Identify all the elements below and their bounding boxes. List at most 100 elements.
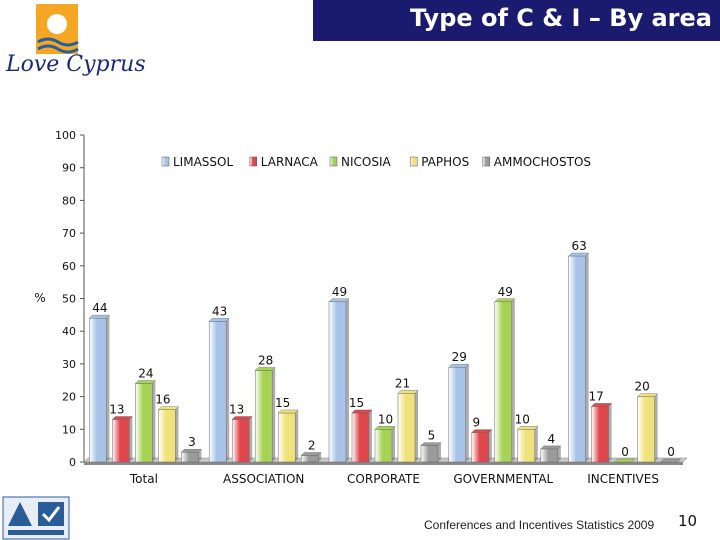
bar-side xyxy=(415,390,418,462)
title-bar: Type of C & I – By area xyxy=(313,0,720,41)
bar xyxy=(374,429,393,463)
data-label: 2 xyxy=(308,438,316,452)
bar xyxy=(397,393,416,463)
page-number: 10 xyxy=(678,512,698,530)
legend-swatch xyxy=(329,156,338,167)
data-label: 5 xyxy=(428,429,436,443)
data-label: 9 xyxy=(472,416,480,430)
bar xyxy=(420,445,439,463)
y-tick-label: 40 xyxy=(62,325,76,338)
y-tick-label: 20 xyxy=(62,391,76,404)
data-label: 44 xyxy=(92,301,107,315)
y-tick-label: 50 xyxy=(62,293,76,306)
data-label: 10 xyxy=(515,412,530,426)
bar-top xyxy=(568,252,590,257)
x-tick-label: ASSOCIATION xyxy=(223,472,304,486)
bar xyxy=(448,366,467,463)
love-cyprus-logo xyxy=(36,4,79,54)
x-axis xyxy=(84,462,683,465)
y-tick-label: 80 xyxy=(62,194,76,207)
data-label: 0 xyxy=(667,445,675,459)
bar-top xyxy=(208,318,230,322)
bar-top xyxy=(231,416,253,420)
bar-side xyxy=(198,449,202,462)
bar xyxy=(517,429,536,463)
x-tick-label: Total xyxy=(129,472,158,486)
data-label: 15 xyxy=(275,396,290,410)
footer-text: Conferences and Incentives Statistics 20… xyxy=(424,518,655,532)
bar xyxy=(135,383,153,463)
bar xyxy=(231,419,250,463)
y-tick-label: 0 xyxy=(69,456,76,469)
bar-side xyxy=(392,426,395,462)
data-label: 4 xyxy=(547,432,555,446)
bar-side xyxy=(608,403,612,462)
logo-wave-icon xyxy=(37,37,79,47)
data-label: 49 xyxy=(332,285,347,299)
data-label: 24 xyxy=(138,367,153,381)
legend-label: PAPHOS xyxy=(421,155,469,169)
data-label: 0 xyxy=(621,445,629,459)
bar-top xyxy=(351,409,373,414)
bar-top xyxy=(660,458,682,463)
bar xyxy=(158,409,176,463)
bar-side xyxy=(346,298,349,462)
x-tick-label: CORPORATE xyxy=(347,472,420,486)
check-icon xyxy=(41,506,61,523)
data-label: 20 xyxy=(634,380,649,394)
legend-label: LIMASSOL xyxy=(173,155,233,169)
legend-label: LARNACA xyxy=(261,155,319,169)
bar-side xyxy=(295,409,299,462)
bar-side xyxy=(488,429,492,462)
bar-side xyxy=(129,416,133,462)
x-tick-label: INCENTIVES xyxy=(587,472,659,486)
bar xyxy=(89,317,107,463)
data-label: 29 xyxy=(452,350,467,364)
bar xyxy=(568,255,586,463)
bar xyxy=(540,448,559,463)
bar-side xyxy=(249,416,253,462)
bar-top xyxy=(517,426,539,430)
bar-top xyxy=(300,452,322,456)
bar-side xyxy=(465,364,469,462)
data-label: 13 xyxy=(109,402,124,416)
bar-side xyxy=(369,409,372,462)
bar-top xyxy=(88,314,110,319)
y-tick-label: 30 xyxy=(62,358,76,371)
bar-top xyxy=(614,458,636,463)
y-tick-label: 100 xyxy=(55,129,76,142)
bar xyxy=(277,412,296,463)
bar-side xyxy=(318,452,322,462)
bar-side xyxy=(175,406,179,462)
legend-label: NICOSIA xyxy=(341,155,391,169)
legend-swatch xyxy=(482,156,491,167)
bar-side xyxy=(226,318,230,462)
bar-top xyxy=(134,380,156,384)
logo-text: Love Cyprus xyxy=(6,52,146,77)
data-label: 16 xyxy=(155,393,170,407)
bar-chart: 0102030405060708090100%Total441324163ASS… xyxy=(34,129,688,486)
bar xyxy=(471,432,490,463)
bar-side xyxy=(534,426,538,462)
bar-side xyxy=(557,445,561,462)
bar xyxy=(637,396,655,463)
bar-top xyxy=(157,406,179,410)
certification-logo xyxy=(2,496,70,540)
bar-side xyxy=(152,380,156,462)
bar-top xyxy=(448,363,470,368)
bar-top xyxy=(254,367,276,371)
y-axis-label: % xyxy=(34,291,45,305)
bar-top xyxy=(180,448,202,453)
bar xyxy=(351,412,370,463)
bar xyxy=(591,406,609,463)
bar xyxy=(300,455,319,463)
bar-side xyxy=(272,367,276,462)
bar xyxy=(494,301,513,463)
bar-top xyxy=(540,445,562,450)
data-label: 13 xyxy=(229,402,244,416)
y-tick-label: 60 xyxy=(62,260,76,273)
bar xyxy=(254,370,273,463)
bar-top xyxy=(420,442,442,446)
y-tick-label: 10 xyxy=(62,423,76,436)
bar xyxy=(328,301,347,463)
